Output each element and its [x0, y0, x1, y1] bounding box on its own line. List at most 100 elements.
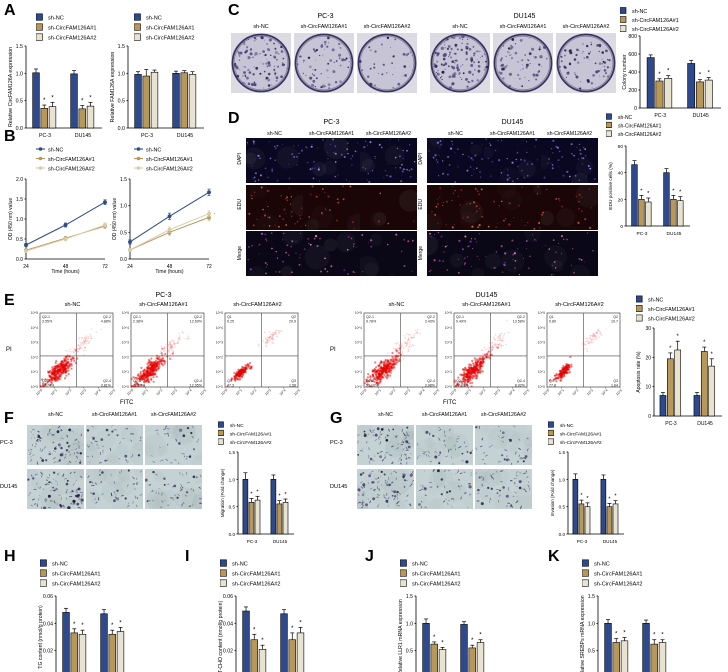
svg-text:10^3: 10^3	[122, 341, 129, 345]
svg-text:sh-NC: sh-NC	[52, 562, 68, 568]
svg-text:200: 200	[628, 88, 637, 94]
svg-text:*: *	[580, 493, 583, 499]
svg-text:*: *	[81, 622, 84, 629]
svg-text:*: *	[250, 491, 253, 497]
svg-text:10^4: 10^4	[538, 326, 545, 330]
svg-text:10^2: 10^2	[355, 355, 362, 359]
svg-text:*: *	[647, 191, 650, 197]
svg-text:0.5: 0.5	[406, 649, 413, 655]
svg-text:90.10%: 90.10%	[366, 384, 379, 388]
svg-text:sh-CircFAM126A#1: sh-CircFAM126A#1	[594, 572, 643, 578]
svg-text:*: *	[89, 94, 92, 101]
svg-text:*: *	[284, 492, 287, 498]
svg-text:10^4: 10^4	[122, 326, 129, 330]
svg-text:10^0: 10^0	[538, 385, 545, 389]
svg-text:*: *	[677, 334, 680, 340]
svg-text:0.5: 0.5	[588, 649, 595, 655]
svg-text:*: *	[43, 97, 46, 104]
svg-text:sh-CircFAM126A#1: sh-CircFAM126A#1	[618, 124, 662, 130]
svg-text:10^1: 10^1	[538, 370, 545, 374]
svg-text:DU145: DU145	[603, 539, 618, 544]
svg-text:1.5: 1.5	[588, 594, 595, 600]
svg-text:sh-CircFAM126A#1: sh-CircFAM126A#1	[412, 572, 461, 578]
svg-text:10^1: 10^1	[355, 370, 362, 374]
svg-text:20: 20	[618, 197, 624, 203]
svg-text:*: *	[291, 625, 294, 632]
svg-text:*: *	[708, 70, 711, 77]
svg-text:1.5: 1.5	[16, 44, 23, 50]
svg-text:sh-NC: sh-NC	[412, 562, 428, 568]
svg-text:*: *	[615, 631, 618, 638]
svg-text:Q2-4: Q2-4	[517, 379, 525, 383]
svg-text:1.5: 1.5	[229, 450, 236, 455]
svg-text:Q2-4: Q2-4	[427, 379, 435, 383]
svg-text:0.25: 0.25	[227, 320, 234, 324]
svg-text:1.5: 1.5	[406, 594, 413, 600]
svg-text:1.5: 1.5	[118, 44, 125, 50]
svg-text:*: *	[672, 188, 675, 194]
svg-text:1.0: 1.0	[588, 621, 595, 627]
svg-text:sh-CircFAM126A#2: sh-CircFAM126A#2	[594, 582, 643, 588]
svg-text:*: *	[111, 622, 114, 629]
svg-text:10^5: 10^5	[31, 311, 38, 315]
svg-text:90.74%: 90.74%	[42, 384, 55, 388]
svg-text:0.02: 0.02	[223, 649, 233, 655]
svg-text:1.0: 1.0	[406, 621, 413, 627]
svg-text:0.0: 0.0	[229, 532, 236, 537]
svg-text:sh-CircFAM126A#1: sh-CircFAM126A#1	[48, 26, 97, 32]
svg-text:10^3: 10^3	[355, 341, 362, 345]
svg-text:*: *	[51, 94, 54, 101]
svg-text:1.0: 1.0	[229, 477, 236, 482]
svg-text:*: *	[433, 634, 436, 641]
svg-text:sh-CircFAM126A#1: sh-CircFAM126A#1	[146, 26, 195, 32]
svg-text:Q2: Q2	[613, 315, 618, 319]
svg-text:*: *	[608, 496, 611, 502]
svg-text:EDU positive cells (%): EDU positive cells (%)	[608, 162, 614, 210]
svg-text:0.49%: 0.49%	[456, 320, 467, 324]
svg-text:*: *	[679, 190, 682, 196]
svg-text:0.04: 0.04	[223, 621, 233, 627]
svg-text:PC-3: PC-3	[577, 539, 588, 544]
svg-text:PC-3: PC-3	[247, 539, 258, 544]
svg-text:10^1: 10^1	[31, 370, 38, 374]
svg-text:10^1: 10^1	[122, 370, 129, 374]
svg-text:PC-3: PC-3	[637, 231, 648, 237]
svg-text:Q1: Q1	[549, 315, 554, 319]
svg-text:*: *	[661, 632, 664, 639]
svg-text:DU145: DU145	[273, 539, 288, 544]
svg-text:10^3: 10^3	[445, 341, 452, 345]
svg-text:*: *	[658, 71, 661, 78]
svg-text:2.38%: 2.38%	[133, 320, 144, 324]
svg-text:sh-CircFAM126A#1: sh-CircFAM126A#1	[232, 572, 281, 578]
svg-text:sh-CircFAM126A#2: sh-CircFAM126A#2	[232, 582, 281, 588]
svg-text:sh-NC: sh-NC	[594, 562, 610, 568]
svg-text:10^4: 10^4	[445, 326, 452, 330]
svg-text:10^0: 10^0	[445, 385, 452, 389]
svg-text:10^0: 10^0	[216, 385, 223, 389]
svg-text:sh-NC: sh-NC	[48, 16, 64, 22]
svg-text:3.55%: 3.55%	[42, 320, 53, 324]
svg-text:Relative LLR1 mRNA expression: Relative LLR1 mRNA expression	[398, 599, 404, 672]
svg-text:20: 20	[645, 355, 651, 361]
svg-text:Q3: Q3	[613, 379, 618, 383]
svg-text:sh-NC: sh-NC	[648, 298, 663, 304]
svg-text:10^4: 10^4	[31, 326, 38, 330]
svg-text:1.64: 1.64	[611, 384, 618, 388]
svg-text:3.81%: 3.81%	[101, 384, 112, 388]
svg-text:sh-NC: sh-NC	[146, 16, 162, 22]
svg-text:1.0: 1.0	[118, 71, 125, 77]
svg-text:30: 30	[645, 326, 651, 332]
svg-text:1.58: 1.58	[289, 384, 296, 388]
svg-text:Q2-1: Q2-1	[133, 315, 141, 319]
svg-text:10^0: 10^0	[122, 385, 129, 389]
svg-text:*: *	[471, 637, 474, 644]
svg-text:10^2: 10^2	[538, 355, 545, 359]
svg-text:Relative SREBPs mRNA expressio: Relative SREBPs mRNA expression	[580, 595, 586, 672]
svg-text:10^5: 10^5	[122, 311, 129, 315]
svg-text:sh-CircFAM126A#1: sh-CircFAM126A#1	[632, 18, 679, 24]
svg-text:*: *	[261, 637, 264, 644]
svg-text:Q1: Q1	[227, 315, 232, 319]
svg-text:40: 40	[618, 171, 624, 177]
svg-text:1.0: 1.0	[16, 71, 23, 77]
svg-text:Q2: Q2	[291, 315, 296, 319]
